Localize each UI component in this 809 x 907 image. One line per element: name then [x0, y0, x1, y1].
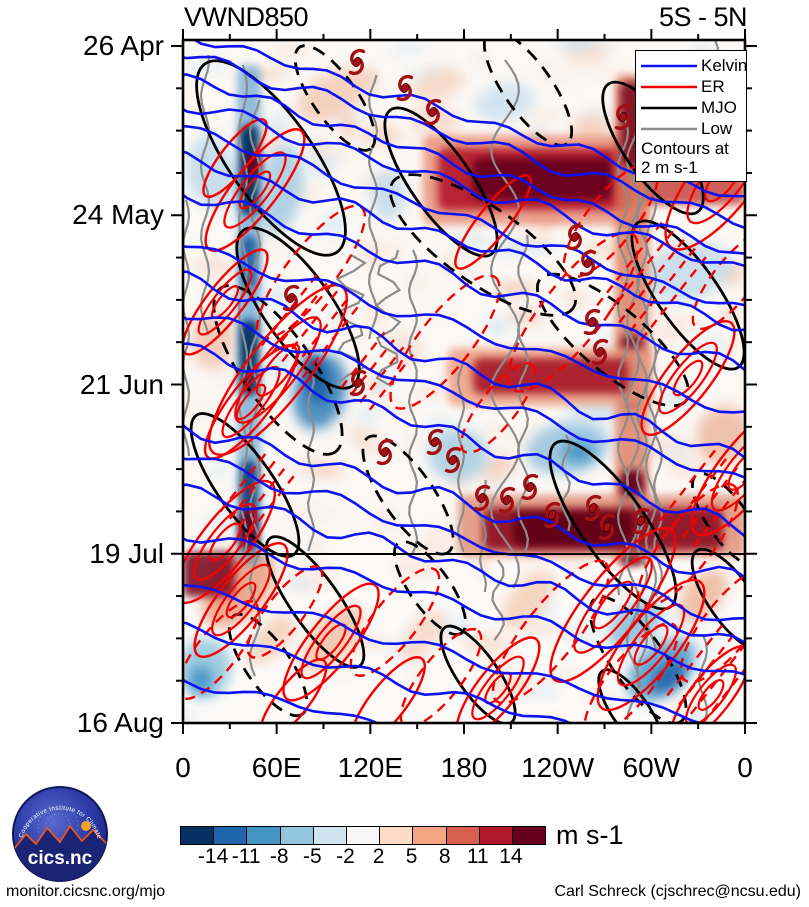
legend-label: MJO	[701, 97, 737, 117]
legend-label: Low	[701, 118, 733, 138]
colorbar-tick-label: -5	[303, 845, 322, 868]
colorbar-segment	[247, 827, 281, 844]
legend-line-low	[641, 127, 697, 130]
legend-note-line2: 2 m s-1	[641, 158, 698, 177]
colorbar-segment	[446, 827, 480, 844]
colorbar-tick-label: -2	[336, 845, 355, 868]
x-axis-label: 120E	[337, 752, 404, 783]
colorbar-segment	[413, 827, 447, 844]
colorbar-tick-label: -11	[231, 845, 261, 868]
colorbar-tick-label: 14	[499, 845, 523, 868]
x-axis-label: 120W	[521, 752, 595, 783]
legend-label: Kelvin	[701, 55, 748, 75]
legend-line-mjo	[641, 106, 697, 109]
colorbar-tick-label: 8	[438, 845, 451, 868]
y-axis-label: 21 Jun	[79, 368, 164, 400]
colorbar-units-label: m s-1	[556, 820, 624, 850]
author-credit: Carl Schreck (cjschrec@ncsu.edu)	[554, 883, 801, 900]
x-axis-label: 0	[737, 752, 753, 783]
colorbar	[180, 826, 546, 845]
colorbar-segment	[214, 827, 248, 844]
colorbar-tick-label: -14	[197, 845, 229, 868]
legend-row-kelvin: Kelvin	[639, 55, 748, 76]
legend: Kelvin ER MJO Low Contours at 2 m s-1	[635, 50, 747, 182]
x-axis-label: 60E	[251, 752, 302, 783]
logo-wordmark: cics.nc	[28, 848, 93, 869]
y-axis-label: 26 Apr	[83, 30, 164, 61]
legend-row-mjo: MJO	[639, 97, 746, 118]
cics-nc-logo: Cooperative Institute for Climate and Sa…	[10, 784, 108, 882]
logo-sun	[81, 821, 91, 831]
colorbar-tick-label: 11	[466, 845, 489, 868]
colorbar-segment	[479, 827, 513, 844]
legend-row-low: Low	[639, 118, 746, 139]
colorbar-tick-label: 5	[405, 845, 418, 868]
y-axis-label: 16 Aug	[76, 707, 164, 738]
colorbar-segment	[512, 827, 546, 844]
x-axis-label: 0	[175, 752, 191, 783]
latitude-band-label: 5S - 5N	[658, 2, 748, 32]
x-axis-label: 60W	[622, 752, 681, 783]
colorbar-tick-label: 2	[372, 845, 385, 868]
legend-line-kelvin	[641, 64, 697, 67]
colorbar-segment	[280, 827, 314, 844]
colorbar-segment	[313, 827, 347, 844]
colorbar-segment	[181, 827, 215, 844]
y-axis-label: 19 Jul	[89, 537, 164, 569]
legend-row-er: ER	[639, 76, 746, 97]
x-axis-label: 180	[440, 752, 488, 783]
legend-note-line1: Contours at	[641, 139, 729, 158]
y-axis-label: 24 May	[72, 199, 164, 231]
page-title: VWND850	[184, 2, 309, 32]
legend-label: ER	[701, 76, 725, 96]
legend-line-er	[641, 85, 697, 88]
colorbar-segment	[380, 827, 414, 844]
site-url: monitor.cicsnc.org/mjo	[6, 883, 166, 900]
colorbar-tick-label: -8	[269, 845, 289, 868]
colorbar-segment	[346, 827, 381, 844]
